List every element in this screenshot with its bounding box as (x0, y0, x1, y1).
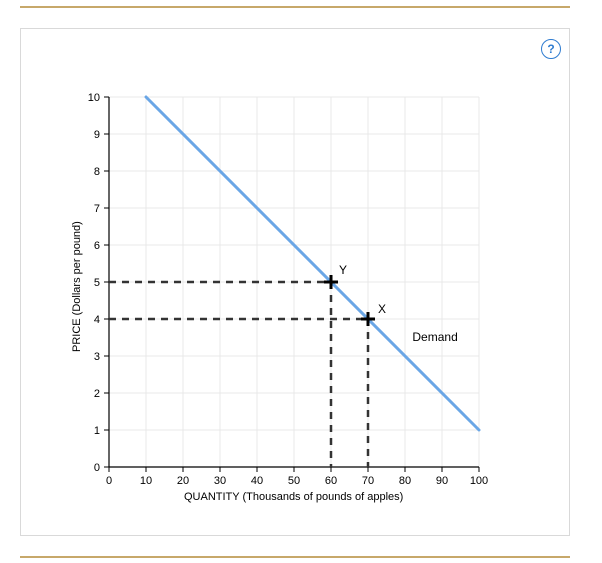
chart-svg: 0 10 20 30 40 50 60 70 80 90 100 0 1 2 3 4 5 6 7 8 9 10 Demand… (21, 29, 571, 537)
svg-text:60: 60 (325, 475, 337, 487)
svg-text:100: 100 (470, 475, 488, 487)
svg-text:40: 40 (251, 475, 263, 487)
svg-text:4: 4 (94, 314, 100, 326)
svg-text:80: 80 (399, 475, 411, 487)
svg-text:10: 10 (140, 475, 152, 487)
svg-text:8: 8 (94, 166, 100, 178)
svg-text:Y: Y (339, 263, 347, 277)
svg-text:70: 70 (362, 475, 374, 487)
svg-text:30: 30 (214, 475, 226, 487)
svg-text:9: 9 (94, 129, 100, 141)
svg-text:0: 0 (106, 475, 112, 487)
svg-text:3: 3 (94, 351, 100, 363)
svg-text:90: 90 (436, 475, 448, 487)
svg-text:5: 5 (94, 277, 100, 289)
x-axis-label: QUANTITY (Thousands of pounds of apples) (184, 491, 403, 503)
divider-top (20, 6, 570, 8)
svg-text:6: 6 (94, 240, 100, 252)
svg-text:Demand: Demand (412, 330, 457, 344)
svg-text:50: 50 (288, 475, 300, 487)
chart: 0 10 20 30 40 50 60 70 80 90 100 0 1 2 3 4 5 6 7 8 9 10 Demand… (21, 29, 571, 537)
divider-bottom (20, 556, 570, 558)
svg-text:X: X (378, 302, 386, 316)
svg-text:1: 1 (94, 425, 100, 437)
svg-text:2: 2 (94, 388, 100, 400)
svg-text:10: 10 (88, 92, 100, 104)
chart-panel: ? 0102030405060708090100012345678910Dema… (20, 28, 570, 536)
svg-text:0: 0 (94, 462, 100, 474)
page: ? 0102030405060708090100012345678910Dema… (0, 0, 602, 563)
svg-text:7: 7 (94, 203, 100, 215)
svg-text:20: 20 (177, 475, 189, 487)
y-axis-label: PRICE (Dollars per pound) (71, 221, 83, 352)
